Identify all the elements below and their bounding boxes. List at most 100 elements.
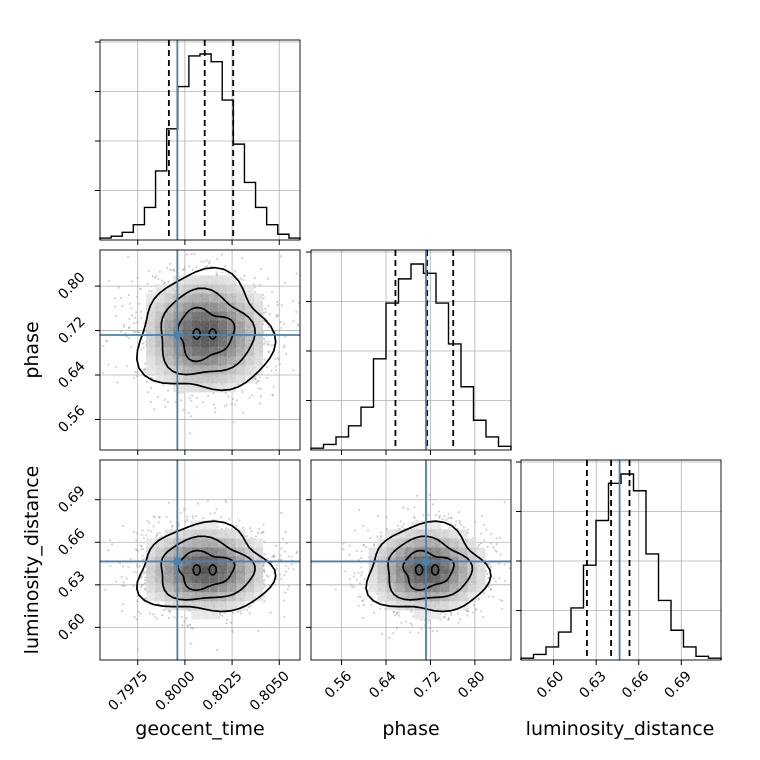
sample-point [254,375,257,378]
sample-point [230,402,234,406]
density-cell [218,356,228,366]
sample-point [402,506,405,509]
density-cell [209,520,219,530]
sample-point [231,630,234,633]
density-cell [200,338,210,348]
sample-point [206,500,209,503]
sample-point [265,574,268,577]
density-cell [146,356,156,366]
density-cell [164,547,174,557]
density-cell [236,284,246,294]
density-cell [245,592,255,602]
density-cell [209,547,219,557]
sample-point [141,529,144,532]
sample-point [263,553,266,556]
sample-point [344,570,347,573]
density-cell [164,293,174,303]
sample-point [164,405,167,408]
sample-point [494,549,497,552]
sample-point [408,631,412,634]
sample-point [242,526,245,529]
sample-point [121,603,124,606]
sample-point [295,552,298,555]
sample-point [253,276,256,279]
histogram-step [99,53,301,240]
sample-point [393,610,396,614]
sample-point [285,542,288,545]
sample-point [360,550,363,553]
density-cell [191,320,201,330]
sample-point [263,540,266,543]
sample-point [447,517,450,520]
sample-point [188,265,191,268]
sample-point [254,378,257,381]
sample-point [267,304,270,307]
sample-point [353,572,356,575]
sample-point [203,260,206,263]
sample-point [213,411,216,414]
sample-point [278,363,281,366]
sample-point [183,268,186,271]
sample-point [107,549,110,552]
sample-point [458,520,461,523]
sample-point [404,620,407,623]
sample-point [381,632,384,635]
sample-point [360,574,363,577]
sample-point [403,523,406,526]
sample-point [179,511,182,514]
density-cell [191,347,201,357]
sample-point [283,615,286,618]
density-cell [209,583,219,593]
sample-point [462,526,465,529]
sample-point [232,397,235,400]
sample-point [119,296,123,300]
sample-point [132,530,135,533]
sample-point [183,265,186,268]
sample-point [144,588,147,592]
sample-point [141,558,144,561]
sample-point [104,588,107,591]
density-cell [209,338,219,348]
sample-point [204,266,207,269]
sample-point [127,566,130,569]
sample-point [116,381,119,384]
density-cell [182,383,192,393]
sample-point [196,502,200,505]
sample-point [191,394,194,397]
sample-point [188,397,191,400]
sample-point [142,368,145,371]
sample-point [272,555,275,559]
sample-point [136,648,139,651]
sample-point [240,277,243,280]
density-cell [236,538,246,548]
sample-point [263,358,266,361]
sample-point [218,616,221,619]
sample-point [282,599,286,602]
sample-point [260,267,263,270]
sample-point [157,396,160,399]
sample-point [121,565,125,568]
sample-point [442,616,445,619]
sample-point [248,396,251,399]
sample-point [298,301,300,304]
sample-point [262,562,265,565]
sample-point [270,369,273,372]
sample-point [422,514,425,517]
contour-peak [208,564,218,576]
density-cell [254,338,264,348]
sample-point [287,567,290,570]
sample-point [157,516,161,519]
sample-point [492,595,495,598]
contour-peak [208,328,218,340]
sample-point [181,616,184,619]
density-cell [200,374,210,384]
sample-point [266,342,269,346]
sample-point [401,525,404,528]
density-cell [191,529,201,539]
sample-point [258,402,261,405]
sample-point [238,519,241,522]
sample-point [141,583,144,587]
sample-point [186,515,189,518]
sample-point [263,570,266,574]
density-cell [254,320,264,330]
